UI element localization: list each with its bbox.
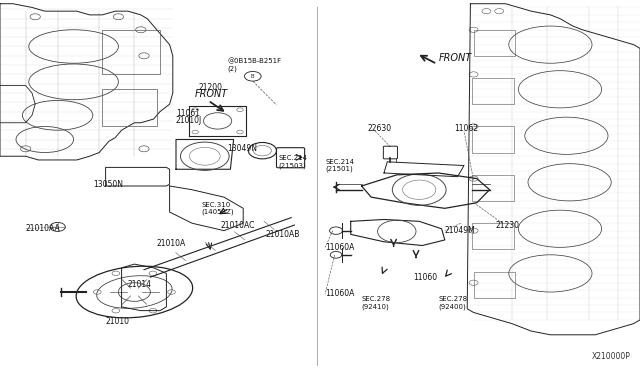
Bar [102, 89, 157, 126]
Text: 21200: 21200 [198, 83, 223, 92]
Text: 21010A: 21010A [157, 239, 186, 248]
Text: 21014: 21014 [128, 280, 152, 289]
Text: 21049M: 21049M [445, 226, 476, 235]
Bar [472, 175, 514, 201]
Text: 21010AC: 21010AC [221, 221, 255, 230]
Text: 11061: 11061 [176, 109, 200, 118]
Text: 22630: 22630 [368, 124, 392, 133]
Text: 11062: 11062 [454, 124, 479, 133]
Text: 13050N: 13050N [93, 180, 123, 189]
Text: B: B [251, 74, 255, 79]
Text: 13049N: 13049N [227, 144, 257, 153]
Text: 21010AA: 21010AA [26, 224, 60, 233]
Bar [472, 126, 514, 153]
Text: SEC.278
(92410): SEC.278 (92410) [362, 296, 391, 310]
Text: 11060A: 11060A [325, 289, 355, 298]
Text: SEC.278
(92400): SEC.278 (92400) [438, 296, 468, 310]
Bar [474, 272, 515, 298]
Text: FRONT: FRONT [195, 89, 228, 99]
Text: 21010: 21010 [106, 317, 130, 326]
Text: 11060A: 11060A [325, 243, 355, 252]
Text: FRONT: FRONT [438, 53, 472, 63]
Bar [474, 30, 515, 56]
Text: SEC.214
(21503): SEC.214 (21503) [278, 155, 307, 169]
Bar [472, 223, 514, 249]
Text: 21010AB: 21010AB [266, 230, 300, 239]
Text: 21010J: 21010J [176, 116, 202, 125]
Text: 21230: 21230 [496, 221, 520, 230]
Text: 11060: 11060 [413, 273, 437, 282]
Text: SEC.310
(14053Z): SEC.310 (14053Z) [202, 202, 234, 215]
Text: SEC.214
(21501): SEC.214 (21501) [325, 159, 354, 172]
Text: X210000P: X210000P [591, 352, 630, 361]
Bar [102, 30, 160, 74]
Text: @0B15B-B251F
(2): @0B15B-B251F (2) [227, 58, 282, 72]
Bar [472, 78, 514, 104]
